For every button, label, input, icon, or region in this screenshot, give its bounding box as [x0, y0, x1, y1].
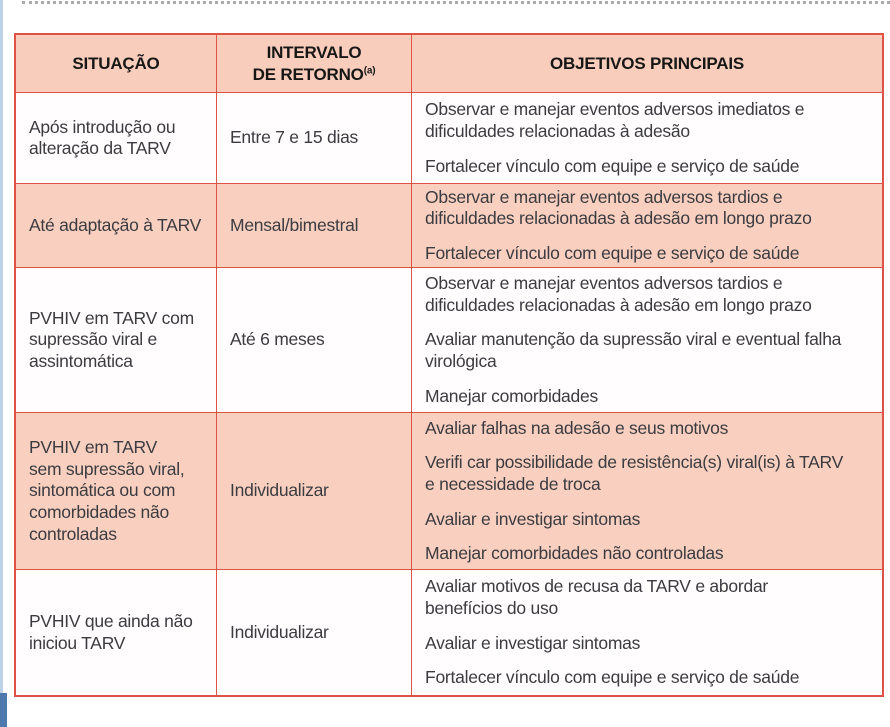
objectives-cell: Avaliar falhas na adesão e seus motivos V…	[412, 413, 882, 569]
interval-text: Individualizar	[230, 480, 329, 501]
objective-item: Fortalecer vínculo com equipe e serviço …	[425, 667, 800, 688]
table-header-row: SITUAÇÃO INTERVALO DE RETORNO(a) OBJETIV…	[16, 35, 882, 94]
objective-item: Fortalecer vínculo com equipe e serviço …	[425, 243, 800, 264]
objective-item: Observar e manejar eventos adversos tard…	[425, 186, 812, 229]
table-row: Após introdução ou alteração da TARV Entr…	[16, 93, 882, 185]
interval-cell: Mensal/bimestral	[217, 184, 412, 268]
situation-text: PVHIV que ainda não iniciou TARV	[29, 610, 193, 653]
situation-cell: PVHIV em TARV sem supressão viral, sinto…	[16, 413, 217, 570]
objective-item: Manejar comorbidades não controladas	[425, 543, 724, 564]
objective-item: Observar e manejar eventos adversos imed…	[425, 99, 805, 141]
situation-cell: Após introdução ou alteração da TARV	[16, 93, 217, 184]
situation-cell: PVHIV que ainda não iniciou TARV	[16, 570, 217, 695]
header-intervalo-line2: DE RETORNO(a)	[252, 64, 376, 84]
situation-cell: PVHIV em TARV com supressão viral e assi…	[16, 268, 217, 413]
objective-item: Avaliar e investigar sintomas	[425, 632, 641, 653]
left-margin-rule	[0, 0, 3, 727]
objective-item: Avaliar falhas na adesão e seus motivos	[425, 417, 729, 438]
objectives-cell: Observar e manejar eventos adversos tard…	[412, 268, 882, 412]
table-row: PVHIV que ainda não iniciou TARV Individu…	[16, 570, 882, 695]
objective-item: Observar e manejar eventos adversos tard…	[425, 273, 812, 315]
interval-text: Individualizar	[230, 621, 329, 642]
objective-item: Avaliar e investigar sintomas	[425, 508, 641, 529]
objective-item: Manejar comorbidades	[425, 385, 599, 406]
table-row: Até adaptação à TARV Mensal/bimestral Obse…	[16, 184, 882, 269]
top-dotted-rule	[22, 1, 890, 4]
objective-item: Fortalecer vínculo com equipe e serviço …	[425, 155, 800, 176]
situation-text: PVHIV em TARV sem supressão viral, sinto…	[29, 437, 185, 544]
interval-text: Entre 7 e 15 dias	[230, 127, 359, 148]
table-row: PVHIV em TARV sem supressão viral, sinto…	[16, 413, 882, 571]
interval-cell: Individualizar	[217, 413, 412, 570]
header-intervalo: INTERVALO DE RETORNO(a)	[217, 35, 412, 93]
left-margin-rule-accent	[0, 693, 7, 727]
interval-cell: Até 6 meses	[217, 268, 412, 413]
interval-cell: Individualizar	[217, 570, 412, 695]
header-situacao: SITUAÇÃO	[16, 35, 217, 93]
objectives-cell: Observar e manejar eventos adversos imed…	[412, 93, 882, 183]
situation-text: Após introdução ou alteração da TARV	[29, 116, 176, 159]
situation-cell: Até adaptação à TARV	[16, 184, 217, 268]
situation-text: Até adaptação à TARV	[29, 214, 202, 235]
objectives-cell: Avaliar motivos de recusa da TARV e abor…	[412, 570, 882, 695]
followup-interval-table: SITUAÇÃO INTERVALO DE RETORNO(a) OBJETIV…	[14, 33, 884, 697]
header-intervalo-line1: INTERVALO	[266, 43, 362, 63]
interval-text: Mensal/bimestral	[230, 214, 359, 235]
interval-text: Até 6 meses	[230, 329, 325, 350]
table-row: PVHIV em TARV com supressão viral e assi…	[16, 268, 882, 414]
header-objetivos-label: OBJETIVOS PRINCIPAIS	[549, 53, 745, 73]
objective-item: Verifi car possibilidade de resistência(…	[425, 452, 844, 494]
header-objetivos: OBJETIVOS PRINCIPAIS	[412, 35, 882, 92]
situation-text: PVHIV em TARV com supressão viral e assi…	[29, 307, 194, 372]
header-footnote-marker: (a)	[363, 64, 376, 76]
objective-item: Avaliar motivos de recusa da TARV e abor…	[425, 576, 769, 618]
objectives-cell: Observar e manejar eventos adversos tard…	[412, 184, 882, 267]
interval-cell: Entre 7 e 15 dias	[217, 93, 412, 184]
objective-item: Avaliar manutenção da supressão viral e …	[425, 329, 842, 372]
header-situacao-label: SITUAÇÃO	[72, 53, 160, 73]
